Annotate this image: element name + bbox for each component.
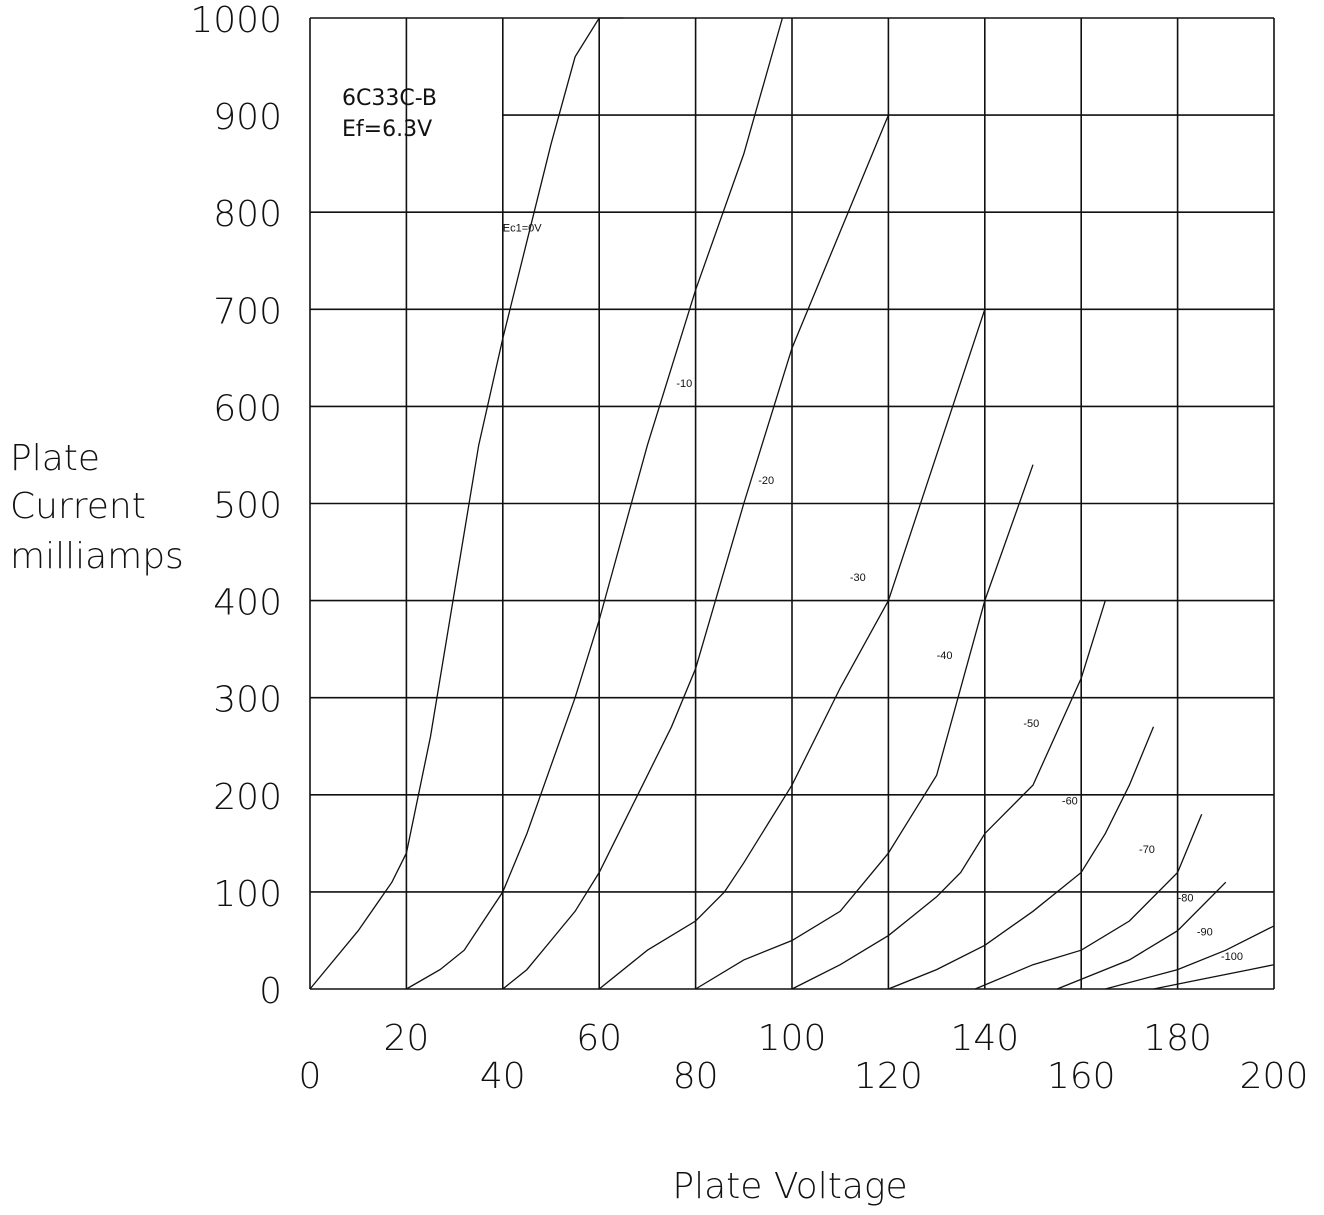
x-tick-labels: 20 60 100 140 180 0 40 80 120 160 200: [299, 1018, 1309, 1097]
curve-40: [695, 464, 1034, 990]
x-tick-label: 120: [854, 1056, 923, 1097]
filament-label: Ef=6.3V: [342, 117, 432, 142]
curve-label: -70: [1139, 844, 1155, 856]
y-axis-title-line-2: Current: [10, 486, 146, 527]
chart-grid: [309, 17, 1275, 990]
x-tick-label: 0: [299, 1056, 322, 1097]
y-tick-label: 900: [213, 97, 282, 138]
y-tick-label: 200: [213, 777, 282, 818]
x-tick-label: 20: [383, 1018, 429, 1059]
y-tick-label: 700: [213, 291, 282, 332]
tube-label: 6C33C-B: [342, 86, 437, 111]
y-axis-title-line-3: milliamps: [10, 536, 184, 577]
plate-curves: [309, 17, 1275, 990]
curve-label: -60: [1062, 796, 1078, 808]
curve-label: -20: [758, 475, 774, 487]
y-tick-label: 100: [213, 874, 282, 915]
curve-labels: Ec1=0V -10 -20 -30 -40 -50 -60 -70 -80 -90 -100: [503, 223, 1243, 963]
x-tick-label: 60: [576, 1018, 622, 1059]
x-tick-label: 180: [1143, 1018, 1212, 1059]
curve-50: [791, 600, 1106, 990]
y-tick-label: 300: [213, 680, 282, 721]
curve-label: Ec1=0V: [503, 223, 542, 235]
curve-80: [1056, 881, 1227, 990]
y-tick-label: 500: [213, 486, 282, 527]
curve-label: -30: [850, 572, 866, 584]
curve-label: -10: [676, 378, 692, 390]
x-tick-label: 40: [480, 1056, 526, 1097]
curve-10: [406, 17, 784, 990]
x-tick-label: 100: [758, 1018, 827, 1059]
x-axis-title: Plate Voltage: [672, 1166, 907, 1207]
y-tick-labels: 0 100 200 300 400 500 600 700 800 900 1000: [190, 0, 282, 1012]
y-axis-title-line-1: Plate: [10, 438, 100, 479]
curve-20: [502, 114, 890, 990]
curve-label: -90: [1197, 927, 1213, 939]
y-tick-label: 800: [213, 194, 282, 235]
x-tick-label: 140: [950, 1018, 1019, 1059]
curve-ec10v: [309, 17, 624, 990]
curve-100: [1153, 964, 1275, 990]
x-tick-label: 160: [1047, 1056, 1116, 1097]
y-tick-label: 600: [213, 388, 282, 429]
x-tick-label: 200: [1240, 1056, 1309, 1097]
curve-label: -100: [1221, 951, 1243, 963]
curve-label: -80: [1178, 893, 1194, 905]
curve-70: [974, 813, 1203, 990]
y-tick-label: 400: [213, 583, 282, 624]
curve-90: [1105, 925, 1275, 990]
curve-label: -50: [1023, 718, 1039, 730]
curve-60: [888, 726, 1155, 990]
y-tick-label: 1000: [190, 0, 282, 41]
curve-label: -40: [937, 650, 953, 662]
y-tick-label: 0: [259, 971, 282, 1012]
x-tick-label: 80: [673, 1056, 719, 1097]
curve-30: [598, 309, 986, 990]
